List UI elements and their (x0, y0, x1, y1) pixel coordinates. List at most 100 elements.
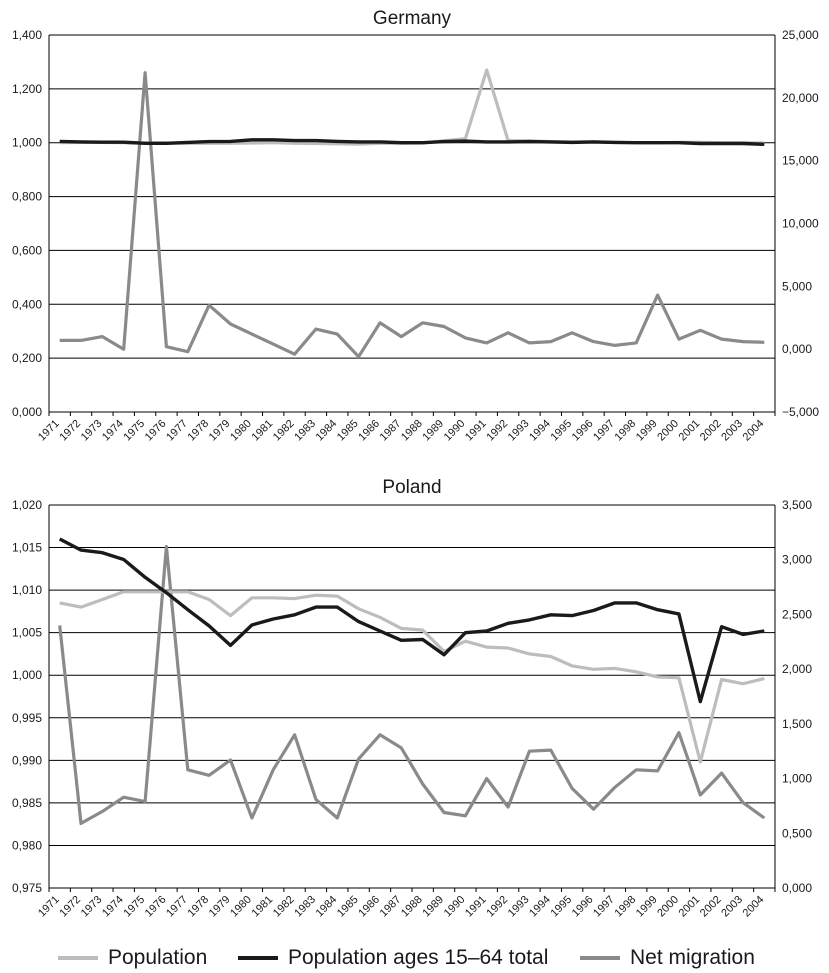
germany-x-tick-label: 2003 (719, 418, 745, 444)
poland-x-tick-label: 2001 (677, 894, 703, 920)
germany-x-tick-label: 1995 (548, 418, 574, 444)
germany-x-tick-label: 1983 (292, 418, 318, 444)
germany-x-tick-label: 2004 (741, 418, 767, 444)
germany-x-tick-label: 1973 (79, 418, 105, 444)
poland-x-tick-label: 1991 (463, 894, 489, 920)
legend-swatch-population (58, 956, 98, 960)
germany-x-tick-label: 1997 (591, 418, 617, 444)
germany-x-tick-label: 1988 (399, 418, 425, 444)
germany-y-right-tick-label: 5,000 (782, 279, 812, 293)
poland-x-tick-label: 1973 (79, 894, 105, 920)
germany-x-tick-label: 2000 (655, 418, 681, 444)
poland-x-tick-label: 1989 (420, 894, 446, 920)
germany-x-tick-label: 1974 (100, 418, 126, 444)
germany-y-left-tick-label: 0,400 (12, 297, 42, 311)
poland-y-right-tick-label: 0,000 (782, 881, 812, 895)
poland-x-tick-label: 1987 (378, 894, 404, 920)
germany-x-tick-label: 1990 (442, 418, 468, 444)
germany-series-line-working-age (59, 138, 765, 146)
germany-x-tick-label: 1998 (613, 418, 639, 444)
legend-label-net-migration: Net migration (630, 946, 755, 969)
poland-y-left-tick-label: 1,015 (12, 541, 42, 555)
germany-series-line-net-migration (59, 71, 765, 359)
poland-x-tick-label: 1976 (143, 894, 169, 920)
poland-y-left-tick-label: 0,995 (12, 711, 42, 725)
germany-x-tick-label: 1976 (143, 418, 169, 444)
germany-x-tick-label: 1987 (378, 418, 404, 444)
legend-item-population: Population (58, 946, 207, 970)
germany-x-tick-label: 1992 (484, 418, 510, 444)
poland-x-tick-label: 1996 (570, 894, 596, 920)
germany-y-left-tick-label: 0,000 (12, 405, 42, 419)
germany-y-right-tick-label: −5,000 (782, 405, 819, 419)
germany-x-tick-label: 1991 (463, 418, 489, 444)
poland-y-left-tick-label: 1,020 (12, 498, 42, 512)
poland-x-tick-label: 1979 (207, 894, 233, 920)
germany-x-tick-label: 1979 (207, 418, 233, 444)
germany-x-tick-label: 1978 (185, 418, 211, 444)
poland-y-right-tick-label: 3,500 (782, 498, 812, 512)
poland-x-tick-label: 1972 (57, 894, 83, 920)
poland-x-tick-label: 1982 (271, 894, 297, 920)
poland-x-tick-label: 1980 (228, 894, 254, 920)
chart-figure: Germany 0,000 0,200 0,400 0,600 0,800 1,000 1,2… (12, 8, 819, 920)
poland-y-left-tick-label: 0,980 (12, 838, 42, 852)
poland-series-line-working-age (58, 537, 765, 704)
germany-x-tick-label: 2001 (677, 418, 703, 444)
poland-x-tick-label: 1995 (548, 894, 574, 920)
germany-x-tick-label: 1972 (57, 418, 83, 444)
poland-x-tick-label: 1983 (292, 894, 318, 920)
germany-y-left-tick-label: 0,200 (12, 351, 42, 365)
poland-x-tick-label: 1974 (100, 894, 126, 920)
germany-x-tick-label: 1982 (271, 418, 297, 444)
germany-y-left-tick-label: 0,600 (12, 243, 42, 257)
poland-y-left-tick-label: 1,010 (12, 583, 42, 597)
poland-x-tick-label: 1975 (121, 894, 147, 920)
poland-series-line-population (59, 590, 765, 764)
germany-series-line-population (59, 68, 765, 146)
poland-y-left-tick-label: 1,005 (12, 626, 42, 640)
poland-x-tick-label: 1992 (484, 894, 510, 920)
poland-x-tick-label: 2003 (719, 894, 745, 920)
poland-series-line-net-migration (58, 544, 766, 826)
legend-item-working-age: Population ages 15–64 total (238, 946, 548, 970)
legend-item-net-migration: Net migration (580, 946, 755, 970)
legend-swatch-net-migration (580, 956, 620, 960)
germany-y-left-tick-label: 1,200 (12, 82, 42, 96)
poland-x-tick-label: 1997 (591, 894, 617, 920)
poland-x-tick-label: 1993 (506, 894, 532, 920)
poland-y-left-tick-label: 0,975 (12, 881, 42, 895)
germany-y-right-tick-label: 20,000 (782, 91, 819, 105)
germany-y-right-tick-label: 15,000 (782, 154, 819, 168)
poland-x-tick-label: 2000 (655, 894, 681, 920)
poland-x-tick-label: 1990 (442, 894, 468, 920)
germany-x-tick-label: 1985 (335, 418, 361, 444)
poland-x-tick-label: 2002 (698, 894, 724, 920)
germany-x-tick-label: 1986 (356, 418, 382, 444)
poland-x-tick-label: 1981 (250, 894, 276, 920)
poland-y-right-tick-label: 1,000 (782, 772, 812, 786)
poland-x-tick-label: 1984 (314, 894, 340, 920)
poland-y-left-tick-label: 0,990 (12, 753, 42, 767)
poland-y-right-tick-label: 2,500 (782, 607, 812, 621)
legend: Population Population ages 15–64 total N… (0, 940, 829, 973)
poland-y-left-tick-label: 0,985 (12, 796, 42, 810)
poland-x-tick-label: 2004 (741, 894, 767, 920)
poland-x-tick-label: 1988 (399, 894, 425, 920)
poland-x-tick-label: 1999 (634, 894, 660, 920)
germany-y-right-tick-label: 10,000 (782, 217, 819, 231)
germany-x-tick-label: 1989 (420, 418, 446, 444)
legend-swatch-working-age (238, 956, 278, 960)
germany-x-tick-label: 1984 (314, 418, 340, 444)
germany-x-tick-label: 1981 (250, 418, 276, 444)
legend-label-working-age: Population ages 15–64 total (288, 946, 549, 969)
germany-x-tick-label: 1980 (228, 418, 254, 444)
poland-y-right-tick-label: 0,500 (782, 826, 812, 840)
germany-y-left-tick-label: 1,000 (12, 136, 42, 150)
poland-x-tick-label: 1971 (36, 894, 62, 920)
germany-y-left-tick-label: 1,400 (12, 28, 42, 42)
poland-x-tick-label: 1998 (613, 894, 639, 920)
germany-x-tick-label: 1975 (121, 418, 147, 444)
poland-y-right-tick-label: 1,500 (782, 717, 812, 731)
poland-x-tick-label: 1994 (527, 894, 553, 920)
